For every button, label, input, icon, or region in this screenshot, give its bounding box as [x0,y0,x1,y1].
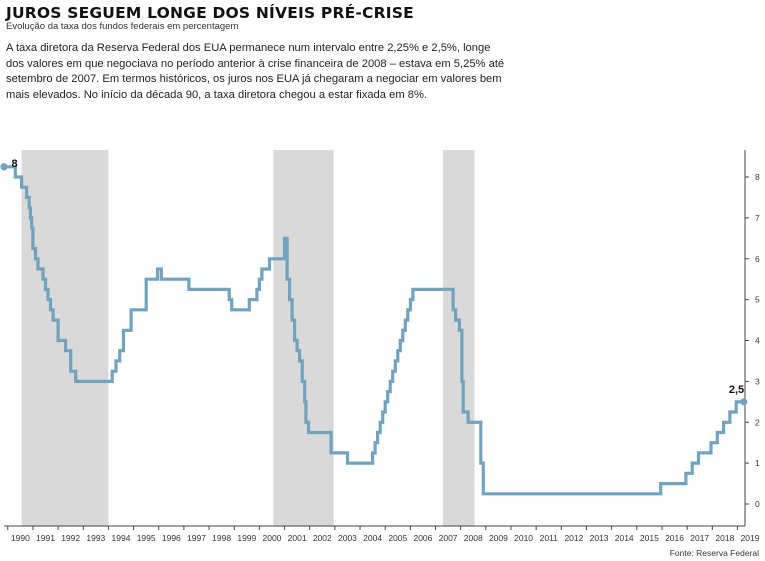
x-tick-label: 2014 [615,533,634,543]
x-tick-label: 2016 [665,533,684,543]
shaded-periods [21,150,475,526]
y-tick-label: 2 [755,417,760,427]
x-tick-label: 1995 [137,533,156,543]
x-tick-label: 2018 [715,533,734,543]
x-tick-label: 2004 [363,533,382,543]
start-marker [0,163,8,171]
y-tick-label: 1 [755,458,760,468]
intro-paragraph: A taxa diretora da Reserva Federal dos E… [6,42,505,101]
end-value-label: 2,5 [729,384,744,396]
x-tick-label: 1994 [112,533,131,543]
y-tick-label: 8 [755,172,760,182]
x-tick-label: 2017 [690,533,709,543]
series-group [0,163,748,496]
x-tick-label: 1991 [36,533,55,543]
x-tick-label: 2005 [388,533,407,543]
x-tick-label: 2002 [313,533,332,543]
x-tick-label: 1990 [11,533,30,543]
x-tick-label: 1997 [187,533,206,543]
shaded-period-2 [273,150,334,526]
source-note: Fonte: Reserva Federal [669,548,759,558]
y-tick-label: 7 [755,213,760,223]
x-tick-label: 2000 [263,533,282,543]
x-tick-label: 1999 [237,533,256,543]
x-tick-label: 2008 [464,533,483,543]
x-tick-label: 2007 [439,533,458,543]
start-value-label: 8 [11,158,17,170]
rate-series-line [4,165,744,496]
y-tick-label: 5 [755,295,760,305]
x-tick-label: 2015 [640,533,659,543]
x-tick-label: 1993 [86,533,105,543]
x-tick-label: 2011 [540,533,559,543]
x-tick-label: 2010 [514,533,533,543]
x-tick-label: 2006 [413,533,432,543]
y-tick-label: 6 [755,254,760,264]
x-tick-label: 1996 [162,533,181,543]
x-tick-label: 2019 [741,533,760,543]
x-tick-label: 2013 [590,533,609,543]
end-marker [740,398,748,406]
axes [4,150,749,530]
x-tick-label: 1998 [212,533,231,543]
x-tick-label: 2009 [489,533,508,543]
x-tick-label: 2003 [338,533,357,543]
chart-subtitle: Evolução da taxa dos fundos federais em … [6,21,239,32]
rate-chart: 0 1 2 3 4 5 6 7 8 1990 1991 1992 1993 1994 1995 1996 199… [0,150,760,543]
labels-group: 0 1 2 3 4 5 6 7 8 1990 1991 1992 1993 1994 1995 1996 199… [11,158,760,543]
chart-title: JUROS SEGUEM LONGE DOS NÍVEIS PRÉ-CRISE [6,4,414,22]
x-tick-label: 2001 [288,533,307,543]
x-tick-label: 2012 [564,533,583,543]
shaded-period-3 [443,150,475,526]
y-tick-label: 4 [755,336,760,346]
x-tick-label: 1992 [61,533,80,543]
y-tick-label: 3 [755,376,760,386]
y-tick-label: 0 [755,499,760,509]
shaded-period-1 [21,150,109,526]
